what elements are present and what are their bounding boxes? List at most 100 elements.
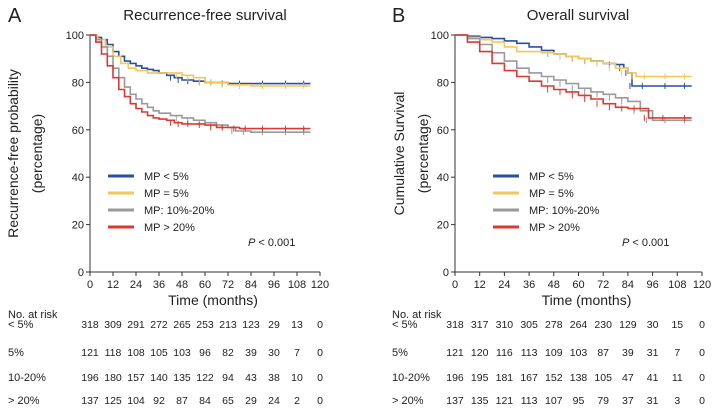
risk-count: 92 (153, 395, 165, 407)
km-curve-mp-10-20 (455, 34, 692, 122)
risk-count: 29 (245, 395, 257, 407)
risk-count: 41 (647, 372, 659, 384)
y-tick-label: 20 (437, 220, 449, 232)
panel-letter: B (392, 5, 405, 27)
risk-row-label: > 20% (8, 395, 40, 407)
risk-count: 24 (268, 395, 280, 407)
risk-count: 157 (127, 372, 145, 384)
x-tick-label: 0 (87, 279, 93, 291)
risk-count: 122 (196, 372, 214, 384)
risk-count: 167 (520, 372, 538, 384)
risk-count: 113 (521, 347, 538, 359)
risk-count: 253 (196, 319, 214, 331)
p-value: P < 0.001 (248, 237, 295, 249)
risk-count: 123 (242, 319, 260, 331)
km-curve-mp-gt20 (90, 34, 311, 130)
risk-count: 15 (671, 319, 683, 331)
x-tick-label: 12 (107, 279, 119, 291)
risk-count: 103 (173, 347, 191, 359)
y-axis-label-line2: (percentage) (415, 114, 431, 193)
risk-count: 230 (594, 319, 612, 331)
risk-count: 135 (173, 372, 191, 384)
risk-count: 318 (81, 319, 99, 331)
x-tick-label: 96 (268, 279, 280, 291)
risk-row-label: 5% (8, 347, 24, 359)
risk-count: 120 (471, 347, 489, 359)
risk-row-label: < 5% (8, 319, 34, 331)
risk-count: 39 (622, 347, 634, 359)
x-tick-label: 60 (572, 279, 584, 291)
risk-count: 38 (268, 372, 280, 384)
risk-count: 135 (471, 395, 489, 407)
risk-count: 0 (317, 319, 323, 331)
risk-count: 195 (471, 372, 489, 384)
risk-count: 152 (545, 372, 563, 384)
risk-count: 3 (674, 395, 680, 407)
x-tick-label: 84 (622, 279, 634, 291)
legend-label: MP < 5% (529, 171, 574, 183)
y-tick-label: 100 (66, 30, 84, 42)
risk-count: 196 (81, 372, 99, 384)
x-tick-label: 96 (646, 279, 658, 291)
risk-count: 94 (222, 372, 234, 384)
legend-label: MP > 20% (144, 222, 195, 234)
legend-label: MP > 20% (529, 222, 580, 234)
risk-row-label: > 20% (392, 395, 424, 407)
risk-count: 31 (647, 395, 659, 407)
risk-count: 180 (104, 372, 122, 384)
x-tick-label: 120 (311, 279, 329, 291)
risk-count: 318 (446, 319, 464, 331)
x-tick-label: 36 (523, 279, 535, 291)
y-tick-label: 0 (78, 267, 84, 279)
risk-count: 118 (105, 347, 122, 359)
risk-count: 121 (81, 347, 99, 359)
x-tick-label: 108 (288, 279, 306, 291)
x-tick-label: 48 (548, 279, 560, 291)
x-tick-label: 12 (474, 279, 486, 291)
risk-count: 278 (545, 319, 563, 331)
risk-count: 310 (496, 319, 514, 331)
legend-label: MP: 10%-20% (144, 205, 215, 217)
y-tick-label: 20 (72, 220, 84, 232)
risk-count: 103 (570, 347, 588, 359)
risk-count: 305 (520, 319, 538, 331)
risk-count: 96 (199, 347, 211, 359)
risk-count: 10 (291, 372, 303, 384)
risk-count: 196 (446, 372, 464, 384)
risk-count: 29 (268, 319, 280, 331)
risk-count: 129 (619, 319, 637, 331)
risk-count: 30 (647, 319, 659, 331)
risk-row-label: 5% (392, 347, 408, 359)
risk-count: 0 (699, 319, 705, 331)
risk-count: 265 (173, 319, 191, 331)
x-tick-label: 120 (693, 279, 711, 291)
y-axis-label-line2: (percentage) (29, 114, 45, 193)
risk-table-header: No. at risk (8, 309, 58, 321)
x-axis-label: Time (months) (168, 292, 258, 308)
y-tick-label: 100 (431, 30, 449, 42)
y-axis-label-line1: Recurrence-free probability (5, 69, 21, 238)
p-value-number: < 0.001 (629, 237, 669, 249)
x-tick-label: 72 (597, 279, 609, 291)
x-tick-label: 72 (222, 279, 234, 291)
risk-count: 213 (219, 319, 237, 331)
legend-label: MP = 5% (529, 188, 574, 200)
km-curve-mp-eq5 (90, 34, 311, 87)
risk-count: 116 (496, 347, 513, 359)
risk-count: 65 (222, 395, 234, 407)
y-tick-label: 40 (72, 172, 84, 184)
risk-count: 317 (471, 319, 489, 331)
x-tick-label: 48 (176, 279, 188, 291)
risk-count: 105 (594, 372, 612, 384)
y-tick-label: 80 (437, 77, 449, 89)
risk-table-header: No. at risk (392, 309, 442, 321)
risk-count: 104 (127, 395, 145, 407)
risk-count: 121 (496, 395, 514, 407)
y-tick-label: 60 (72, 125, 84, 137)
risk-count: 79 (597, 395, 609, 407)
risk-row-label: 10-20% (392, 372, 430, 384)
risk-row-label: 10-20% (8, 372, 46, 384)
km-curve-mp-lt5 (455, 34, 692, 87)
risk-count: 2 (294, 395, 300, 407)
